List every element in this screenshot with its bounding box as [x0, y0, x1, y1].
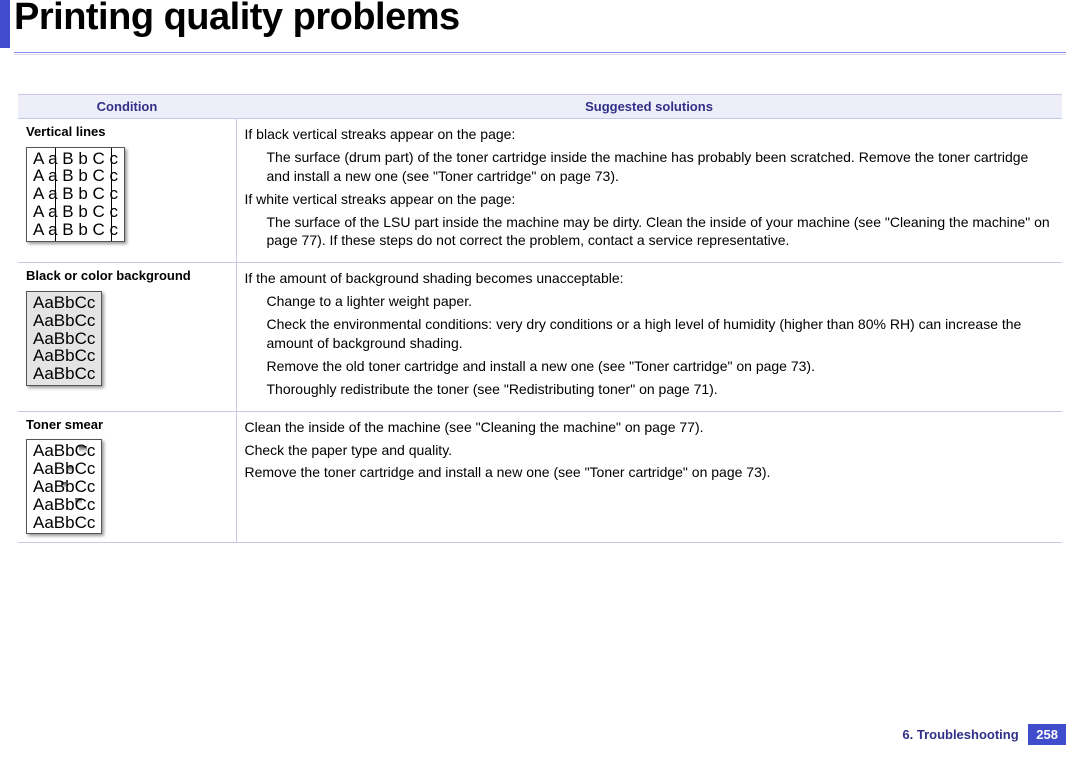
page-title: Printing quality problems — [14, 0, 460, 39]
page-footer: 6. Troubleshooting 258 — [902, 724, 1066, 745]
solution-item: Check the paper type and quality. — [245, 441, 1055, 460]
footer-page-number: 258 — [1028, 724, 1066, 745]
solution-lead: If black vertical streaks appear on the … — [245, 125, 1055, 144]
solution-item: Clean the inside of the machine (see "Cl… — [245, 418, 1055, 437]
solution-item: Remove the old toner cartridge and insta… — [267, 357, 1055, 376]
table-row: Black or color background AaBbCc AaBbCc … — [18, 263, 1062, 411]
footer-chapter: 6. Troubleshooting — [902, 727, 1018, 742]
solution-item: The surface (drum part) of the toner car… — [267, 148, 1055, 186]
table-row: Toner smear AaBbCc AaBbCc AaBbCc AaBbCc … — [18, 411, 1062, 543]
condition-label: Toner smear — [26, 416, 228, 434]
solution-item: Remove the toner cartridge and install a… — [245, 463, 1055, 482]
solution-item: Check the environmental conditions: very… — [267, 315, 1055, 353]
header-solutions: Suggested solutions — [236, 95, 1062, 119]
condition-label: Vertical lines — [26, 123, 228, 141]
solution-cell: Clean the inside of the machine (see "Cl… — [236, 411, 1062, 543]
solution-lead: If white vertical streaks appear on the … — [245, 190, 1055, 209]
table-header-row: Condition Suggested solutions — [18, 95, 1062, 119]
accent-tab — [0, 0, 10, 48]
solution-item: Thoroughly redistribute the toner (see "… — [267, 380, 1055, 399]
solution-item: The surface of the LSU part inside the m… — [267, 213, 1055, 251]
sample-toner-smear: AaBbCc AaBbCc AaBbCc AaBbCc AaBbCc — [26, 439, 102, 534]
condition-label: Black or color background — [26, 267, 228, 285]
sample-vertical-lines: A a B b C c A a B b C c A a B b C c A a … — [26, 147, 125, 242]
table-row: Vertical lines A a B b C c A a B b C c A… — [18, 119, 1062, 263]
condition-cell: Toner smear AaBbCc AaBbCc AaBbCc AaBbCc … — [18, 411, 236, 543]
solution-item: Change to a lighter weight paper. — [267, 292, 1055, 311]
solution-lead: If the amount of background shading beco… — [245, 269, 1055, 288]
troubleshooting-table: Condition Suggested solutions Vertical l… — [18, 94, 1062, 543]
condition-cell: Black or color background AaBbCc AaBbCc … — [18, 263, 236, 411]
condition-cell: Vertical lines A a B b C c A a B b C c A… — [18, 119, 236, 263]
solution-cell: If the amount of background shading beco… — [236, 263, 1062, 411]
title-underline — [14, 52, 1066, 55]
solution-cell: If black vertical streaks appear on the … — [236, 119, 1062, 263]
header-condition: Condition — [18, 95, 236, 119]
sample-bg-shade: AaBbCc AaBbCc AaBbCc AaBbCc AaBbCc — [26, 291, 102, 386]
page-root: Printing quality problems Condition Sugg… — [0, 0, 1080, 763]
